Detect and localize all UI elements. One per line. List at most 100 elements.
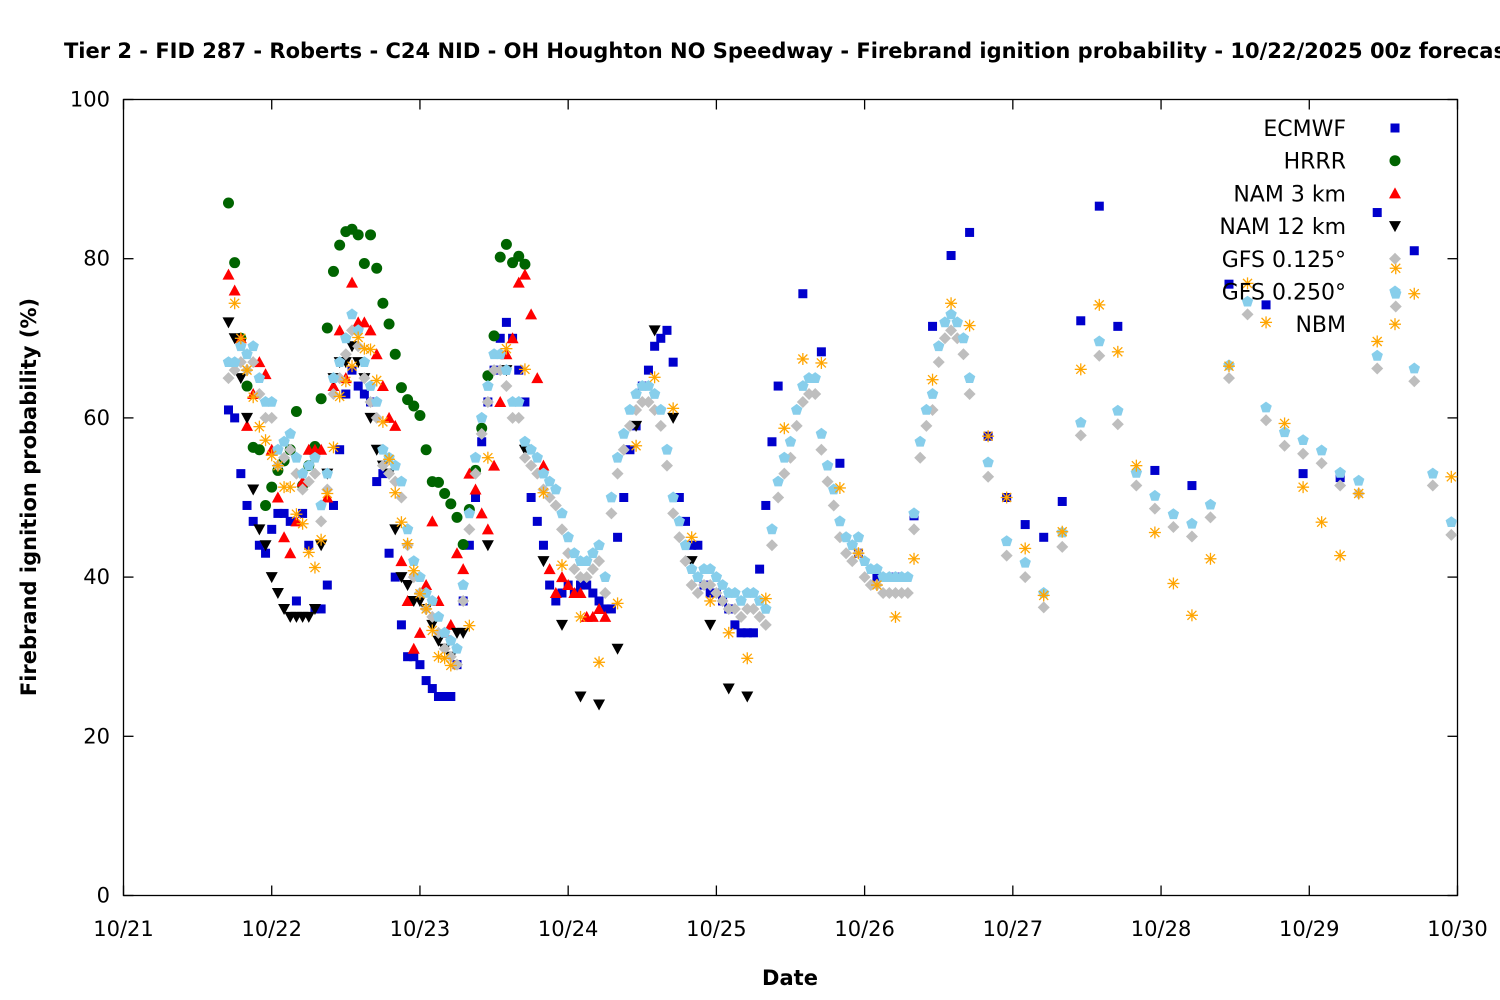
data-point	[370, 411, 383, 424]
data-point	[222, 268, 235, 280]
data-point	[278, 451, 291, 464]
data-point	[273, 508, 283, 518]
data-point	[439, 488, 451, 500]
data-point	[1278, 426, 1291, 438]
data-point	[463, 507, 476, 519]
data-point	[481, 451, 494, 464]
data-point	[389, 486, 402, 499]
data-point	[803, 388, 816, 401]
data-point	[401, 580, 414, 592]
data-point	[284, 443, 297, 456]
data-point	[1113, 321, 1123, 331]
data-point	[741, 652, 754, 665]
data-point	[778, 422, 791, 435]
data-point	[247, 391, 260, 404]
data-point	[1204, 511, 1217, 524]
data-point	[267, 524, 277, 534]
data-point	[352, 229, 364, 241]
data-point	[1093, 335, 1105, 347]
data-point	[518, 451, 531, 464]
data-point	[1408, 362, 1420, 374]
data-point	[414, 410, 426, 422]
legend-item: NAM 12 km	[1219, 215, 1401, 240]
data-point	[241, 364, 254, 377]
data-point	[928, 321, 938, 331]
data-point	[576, 580, 586, 590]
data-point	[623, 419, 636, 432]
data-point	[759, 592, 772, 605]
data-point	[265, 572, 278, 584]
data-point	[963, 372, 976, 383]
data-point	[339, 375, 352, 388]
data-point	[370, 374, 383, 387]
data-point	[555, 571, 568, 583]
plot-area-border	[122, 98, 1459, 897]
data-point	[1130, 459, 1143, 472]
data-point	[840, 547, 853, 560]
data-point	[1111, 418, 1124, 431]
data-point	[432, 610, 445, 622]
data-point	[537, 556, 550, 568]
data-point	[889, 587, 902, 600]
data-point	[835, 458, 845, 468]
y-tick-label: 40	[83, 565, 110, 589]
x-tick-label: 10/27	[983, 917, 1044, 941]
data-point	[951, 316, 963, 328]
series-nbm	[228, 262, 1458, 672]
data-point	[704, 594, 717, 607]
data-point	[321, 467, 333, 479]
data-point	[341, 389, 351, 399]
data-point	[593, 656, 606, 669]
data-point	[315, 515, 328, 528]
data-point	[253, 524, 266, 536]
data-point	[512, 411, 525, 424]
data-point	[796, 395, 809, 408]
data-point	[574, 587, 587, 599]
data-point	[753, 610, 766, 623]
data-point	[1371, 335, 1384, 348]
data-point	[1241, 277, 1254, 290]
data-point	[1278, 417, 1291, 430]
data-point	[407, 642, 420, 654]
data-point	[432, 635, 445, 647]
data-point	[514, 365, 524, 375]
data-point	[395, 572, 408, 584]
data-point	[574, 571, 587, 584]
data-point	[333, 390, 346, 403]
data-point	[513, 396, 525, 407]
data-point	[747, 587, 760, 598]
data-point	[401, 594, 414, 606]
data-point	[464, 540, 474, 550]
data-point	[469, 451, 482, 463]
data-point	[302, 611, 315, 623]
chart-title: Tier 2 - FID 287 - Roberts - C24 NID - O…	[64, 39, 1500, 63]
data-point	[611, 597, 624, 610]
data-point	[247, 340, 259, 352]
data-point	[408, 400, 420, 412]
data-point	[1187, 481, 1197, 491]
data-point	[265, 411, 278, 424]
data-point	[656, 333, 666, 343]
data-point	[241, 380, 253, 392]
data-point	[494, 348, 506, 360]
data-point	[1334, 466, 1346, 478]
data-point	[327, 265, 339, 277]
data-point	[327, 372, 340, 383]
data-point	[408, 555, 420, 566]
data-point	[691, 587, 704, 600]
data-point	[316, 604, 326, 614]
data-point	[1039, 532, 1049, 542]
data-point	[469, 467, 482, 480]
data-point	[798, 289, 808, 299]
data-point	[279, 508, 289, 518]
data-point	[1000, 491, 1013, 504]
data-point	[531, 372, 544, 384]
data-point	[625, 445, 635, 455]
series-ecmwf	[223, 201, 1419, 701]
data-point	[767, 437, 777, 447]
data-point	[593, 555, 606, 568]
data-point	[1056, 540, 1069, 553]
data-point	[594, 596, 604, 606]
data-point	[525, 443, 537, 455]
data-point	[809, 372, 821, 383]
